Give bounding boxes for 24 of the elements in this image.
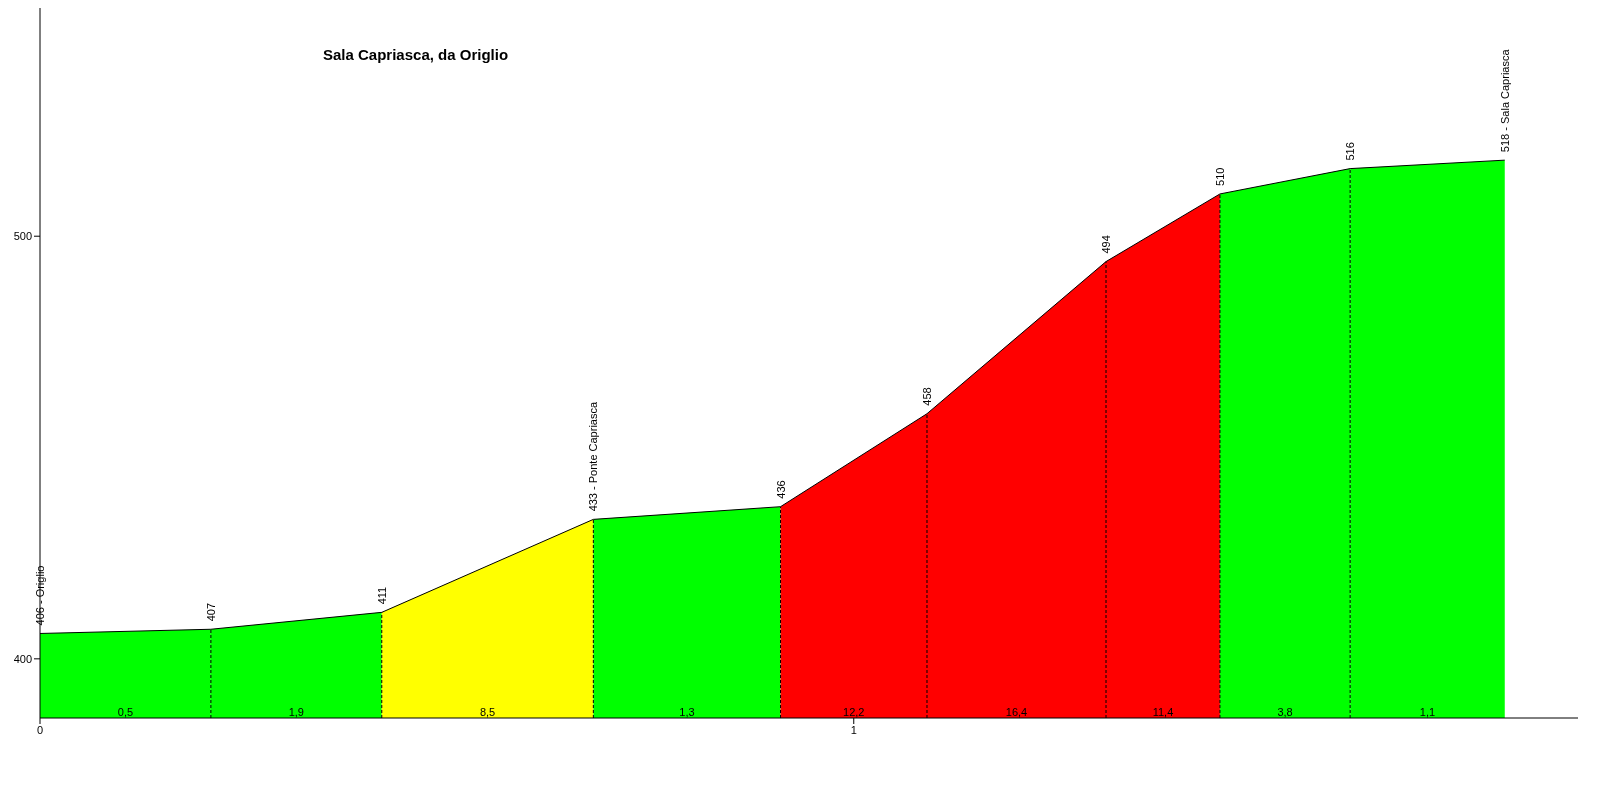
annotation: 11,4 (1152, 706, 1174, 718)
data-label: 433 - Ponte Capriasca (587, 401, 600, 512)
text: Sala Capriasca, da Origlio (323, 46, 509, 63)
data-label: 458 (920, 387, 933, 406)
data-label: 510 (1213, 167, 1226, 186)
data-label: 411 (375, 586, 388, 605)
annotation: 8,5 (479, 706, 496, 718)
annotation: 0,5 (117, 706, 134, 718)
y-tick-label: 500 (13, 230, 32, 243)
data-label: 516 (1344, 142, 1357, 161)
annotation: 1,1 (1419, 706, 1436, 718)
data-label: 407 (204, 602, 217, 622)
data-label: 436 (774, 480, 787, 499)
data-label: 494 (1100, 235, 1113, 254)
annotation: 16,4 (1005, 706, 1028, 718)
annotation: 12,2 (843, 706, 865, 718)
x-tick-label: 1 (850, 723, 857, 736)
x-tick-label: 0 (36, 723, 44, 736)
data-label: 406 - Origlio (34, 565, 46, 626)
data-label: 518 - Sala Capriasca (1498, 48, 1511, 153)
annotation: 1,3 (679, 706, 695, 718)
annotation: 1,9 (288, 706, 304, 718)
y-tick-label: 400 (13, 652, 32, 665)
annotation: 3,8 (1277, 706, 1293, 718)
